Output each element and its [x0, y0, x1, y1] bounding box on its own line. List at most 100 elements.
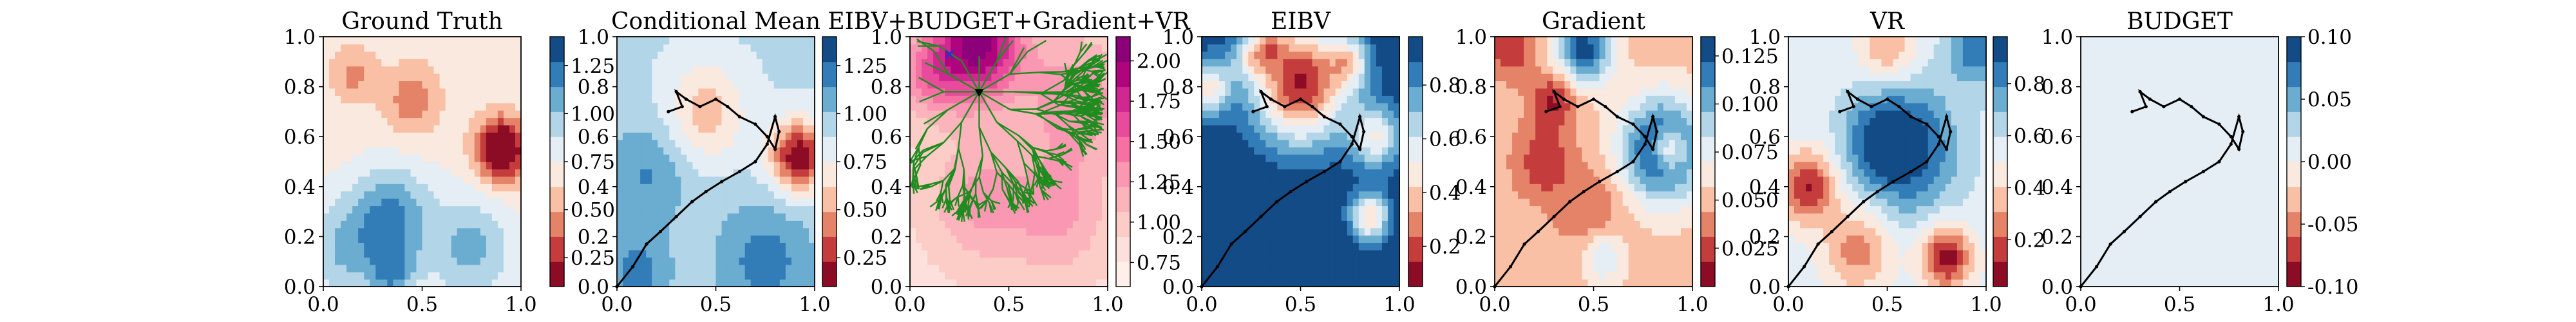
heatmap-cell [358, 102, 365, 111]
heatmap-cell [474, 198, 481, 207]
tree-edge [986, 188, 994, 201]
heatmap-cell [733, 184, 740, 192]
heatmap-cell [393, 73, 399, 82]
heatmap-cell [808, 235, 815, 243]
heatmap-cell [791, 279, 798, 287]
tree-edge [1016, 140, 1025, 164]
heatmap-cell [910, 205, 916, 214]
heatmap-cell [739, 117, 746, 126]
heatmap-cell [1208, 95, 1214, 104]
heatmap-cell [922, 272, 928, 280]
heatmap-cell [486, 73, 493, 82]
heatmap-cell [1323, 205, 1331, 214]
heatmap-cell [756, 176, 763, 184]
heatmap-cell [1055, 220, 1062, 229]
heatmap-cell [1213, 147, 1220, 155]
heatmap-cell [1037, 272, 1045, 280]
heatmap-cell [1037, 117, 1045, 126]
heatmap-cell [1032, 242, 1039, 251]
heatmap-cell [480, 191, 487, 199]
heatmap-cell [1072, 51, 1079, 59]
heatmap-cell [985, 44, 992, 52]
heatmap-cell [480, 184, 487, 192]
heatmap-cell [997, 249, 1004, 258]
colorbar-segment [822, 236, 837, 262]
heatmap-cell [669, 220, 676, 229]
heatmap-cell [791, 132, 798, 140]
heatmap-cell [335, 102, 341, 111]
tree-edge [1054, 88, 1066, 102]
heatmap-cell [416, 154, 423, 162]
heatmap-cell [1078, 227, 1085, 236]
heatmap-cell [428, 110, 435, 118]
heatmap-cell [687, 198, 693, 207]
heatmap-cell [462, 88, 469, 96]
heatmap-cell [364, 184, 370, 192]
heatmap-cell [808, 102, 815, 111]
heatmap-cell [756, 80, 763, 89]
heatmap-cell [341, 95, 347, 104]
heatmap-cell [646, 257, 652, 265]
heatmap-cell [997, 264, 1004, 272]
heatmap-cell [1032, 220, 1039, 229]
heatmap-cell [515, 242, 522, 251]
heatmap-cell [399, 279, 406, 287]
heatmap-cell [1277, 227, 1284, 236]
heatmap-cell [1219, 37, 1226, 45]
heatmap-cell [1289, 257, 1296, 265]
heatmap-cell [681, 235, 687, 243]
heatmap-cell [797, 176, 804, 184]
heatmap-cell [779, 37, 786, 45]
heatmap-cell [1254, 162, 1260, 170]
heatmap-cell [980, 242, 986, 251]
heatmap-cell [951, 147, 957, 155]
heatmap-cell [352, 132, 359, 140]
heatmap-cell [640, 124, 647, 133]
heatmap-cell [652, 73, 658, 82]
heatmap-cell [1265, 235, 1272, 243]
colorbar-tick-label: 1.25 [1137, 171, 1181, 194]
heatmap-cell [1260, 132, 1266, 140]
tree-edge [1039, 71, 1061, 75]
heatmap-cell [768, 44, 775, 52]
heatmap-cell [692, 227, 699, 236]
tree-edge [1083, 124, 1094, 131]
heatmap-cell [1323, 242, 1331, 251]
heatmap-cell [375, 139, 382, 147]
heatmap-cell [617, 110, 623, 118]
heatmap-cell [1318, 249, 1325, 258]
heatmap-cell [797, 139, 804, 147]
heatmap-cell [1072, 147, 1079, 155]
heatmap-cell [1026, 176, 1033, 184]
heatmap-cell [933, 191, 940, 199]
heatmap-cell [669, 272, 676, 280]
heatmap-cell [997, 80, 1004, 89]
heatmap-cell [457, 272, 464, 280]
heatmap-cell [791, 117, 798, 126]
heatmap-cell [1236, 198, 1243, 207]
heatmap-cell [951, 37, 957, 45]
heatmap-cell [375, 95, 382, 104]
heatmap-cell [663, 139, 670, 147]
heatmap-cell [791, 110, 798, 118]
heatmap-cell [669, 37, 676, 45]
x-tick-label: 1.0 [1092, 293, 1123, 316]
heatmap-cell [474, 147, 481, 155]
heatmap-cell [1260, 205, 1266, 214]
heatmap-cell [329, 198, 336, 207]
heatmap-cell [727, 132, 734, 140]
heatmap-cell [629, 235, 635, 243]
heatmap-cell [1312, 147, 1319, 155]
heatmap-cell [791, 257, 798, 265]
heatmap-cell [985, 95, 992, 104]
heatmap-cell [422, 117, 429, 126]
heatmap-cell [1312, 249, 1319, 258]
heatmap-cell [399, 73, 406, 82]
heatmap-cell [341, 110, 347, 118]
heatmap-cell [617, 88, 623, 96]
heatmap-cell [1032, 139, 1039, 147]
heatmap-cell [1219, 279, 1226, 287]
heatmap-cell [410, 162, 417, 170]
heatmap-cell [698, 242, 705, 251]
heatmap-cell [739, 220, 746, 229]
